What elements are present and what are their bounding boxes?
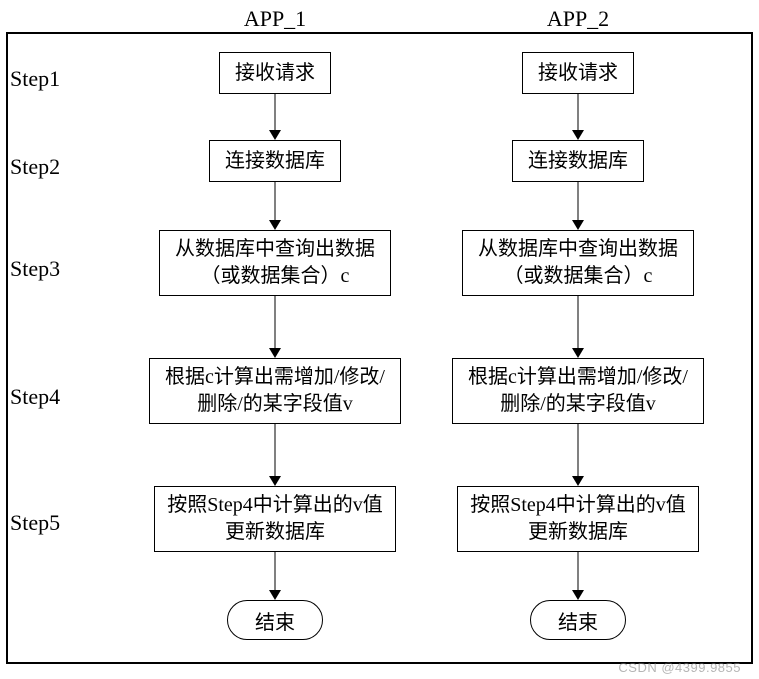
node-label-app2-s5: 按照Step4中计算出的v值更新数据库 [466,492,690,546]
node-label-app1-s1: 接收请求 [235,60,315,87]
watermark: CSDN @4399.9855 [618,660,741,675]
node-app1-s1: 接收请求 [219,52,331,94]
node-label-app2-s1: 接收请求 [538,60,618,87]
arrow-0-1 [275,182,276,220]
column-header-app1: APP_1 [244,6,306,32]
arrowhead-0-4 [269,590,281,600]
arrow-0-4 [275,552,276,590]
node-label-app2-s4: 根据c计算出需增加/修改/删除/的某字段值v [461,364,695,418]
arrowhead-0-1 [269,220,281,230]
node-label-app1-s3: 从数据库中查询出数据（或数据集合）c [168,236,382,290]
arrowhead-1-4 [572,590,584,600]
arrowhead-1-2 [572,348,584,358]
node-app2-end: 结束 [530,600,626,640]
node-app1-s2: 连接数据库 [209,140,341,182]
arrow-1-1 [578,182,579,220]
arrow-1-0 [578,94,579,130]
node-app2-s3: 从数据库中查询出数据（或数据集合）c [462,230,694,296]
node-app2-s5: 按照Step4中计算出的v值更新数据库 [457,486,699,552]
step-label-3: Step3 [10,256,60,282]
arrowhead-0-3 [269,476,281,486]
arrow-1-4 [578,552,579,590]
node-app2-s1: 接收请求 [522,52,634,94]
arrowhead-1-0 [572,130,584,140]
arrow-0-0 [275,94,276,130]
arrow-0-2 [275,296,276,348]
node-app2-s4: 根据c计算出需增加/修改/删除/的某字段值v [452,358,704,424]
node-label-app1-end: 结束 [255,606,295,635]
arrowhead-1-3 [572,476,584,486]
node-app1-end: 结束 [227,600,323,640]
node-app2-s2: 连接数据库 [512,140,644,182]
step-label-1: Step1 [10,66,60,92]
node-label-app2-end: 结束 [558,606,598,635]
node-label-app2-s3: 从数据库中查询出数据（或数据集合）c [471,236,685,290]
node-label-app2-s2: 连接数据库 [528,148,628,175]
arrow-1-3 [578,424,579,476]
step-label-2: Step2 [10,154,60,180]
outer-border [6,32,753,664]
diagram-canvas: APP_1 APP_2 Step1 Step2 Step3 Step4 Step… [0,0,759,679]
arrow-1-2 [578,296,579,348]
arrow-0-3 [275,424,276,476]
step-label-4: Step4 [10,384,60,410]
node-label-app1-s4: 根据c计算出需增加/修改/删除/的某字段值v [158,364,392,418]
arrowhead-0-0 [269,130,281,140]
node-label-app1-s5: 按照Step4中计算出的v值更新数据库 [163,492,387,546]
node-app1-s4: 根据c计算出需增加/修改/删除/的某字段值v [149,358,401,424]
node-label-app1-s2: 连接数据库 [225,148,325,175]
column-header-app2: APP_2 [547,6,609,32]
step-label-5: Step5 [10,510,60,536]
arrowhead-1-1 [572,220,584,230]
node-app1-s5: 按照Step4中计算出的v值更新数据库 [154,486,396,552]
arrowhead-0-2 [269,348,281,358]
node-app1-s3: 从数据库中查询出数据（或数据集合）c [159,230,391,296]
